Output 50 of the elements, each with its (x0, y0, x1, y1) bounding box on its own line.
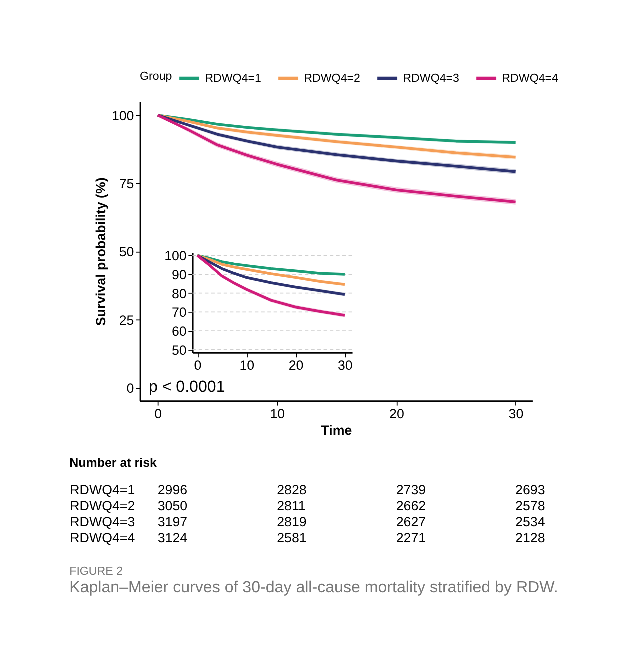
y-tick-label: 50 (172, 342, 187, 358)
annotation: p < 0.0001 (148, 378, 226, 396)
y-tick-label: RDWQ4=3 (70, 514, 136, 530)
legend-label: RDWQ4=2 (304, 73, 360, 86)
data-label: 2627 (396, 514, 426, 530)
x-tick-label: 10 (270, 406, 286, 422)
data-label: 2271 (396, 530, 426, 546)
y-tick-label: 100 (112, 108, 134, 124)
chart-title: Number at risk (70, 456, 158, 470)
y-tick-label: 50 (119, 244, 134, 260)
x-tick-label: 0 (194, 358, 202, 374)
legend-label: RDWQ4=4 (502, 73, 560, 86)
y-tick-label: 0 (126, 380, 134, 396)
x-axis-title: Time (321, 423, 352, 438)
data-label: 2819 (277, 514, 307, 530)
data-label: 3197 (158, 514, 188, 530)
y-tick-label: RDWQ4=4 (70, 530, 136, 546)
data-label: 2662 (396, 498, 426, 514)
y-tick-label: 75 (119, 176, 134, 192)
data-label: 2693 (516, 482, 546, 498)
text: Kaplan–Meier curves of 30-day all-cause mortality stratified by RDW. (70, 578, 558, 597)
y-tick-label: 90 (172, 267, 187, 282)
data-label: 2828 (277, 482, 307, 498)
x-tick-label: 30 (338, 358, 353, 374)
data-label: 3050 (158, 498, 188, 514)
legend-label: RDWQ4=1 (205, 73, 262, 86)
y-tick-label: 60 (172, 324, 187, 339)
x-tick-label: 10 (240, 358, 255, 374)
y-tick-label: RDWQ4=2 (70, 498, 136, 514)
data-label: 2996 (158, 482, 188, 498)
legend-label: RDWQ4=3 (403, 73, 460, 86)
x-tick-label: 0 (154, 406, 162, 422)
y-tick-label: 25 (119, 312, 134, 328)
data-label: 3124 (158, 530, 188, 546)
data-label: 2128 (516, 530, 546, 546)
data-label: 2739 (396, 482, 426, 498)
legend-title: Group (140, 70, 172, 83)
y-tick-label: 100 (164, 248, 187, 264)
caption: FIGURE 2 (70, 566, 124, 578)
y-axis-title: Survival probability (%) (94, 178, 109, 326)
data-label: 2581 (277, 530, 307, 546)
data-label: 2534 (516, 514, 546, 530)
y-tick-label: RDWQ4=1 (70, 482, 136, 498)
y-tick-label: 70 (172, 305, 187, 320)
x-tick-label: 20 (390, 406, 404, 422)
y-tick-label: 80 (172, 286, 187, 302)
data-label: 2578 (516, 498, 546, 514)
x-tick-label: 20 (288, 358, 304, 374)
x-tick-label: 30 (508, 406, 524, 422)
data-label: 2811 (277, 498, 306, 514)
